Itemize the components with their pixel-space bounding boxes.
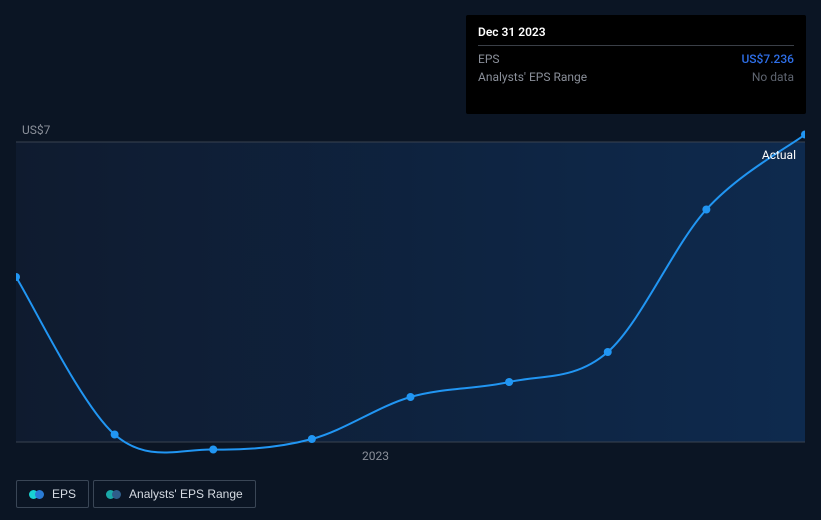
legend-toggle-range[interactable]: Analysts' EPS Range [93, 480, 256, 508]
eps-point-marker[interactable] [209, 446, 217, 454]
swatch-dot [112, 490, 121, 499]
eps-point-marker[interactable] [702, 206, 710, 214]
swatch-dot [35, 490, 44, 499]
x-axis-label-2023: 2023 [362, 449, 389, 463]
chart-legend: EPS Analysts' EPS Range [16, 480, 256, 508]
legend-label-range: Analysts' EPS Range [129, 487, 243, 501]
eps-chart-root: Dec 31 2023 EPS US$7.236 Analysts' EPS R… [0, 0, 821, 520]
eps-point-marker[interactable] [407, 393, 415, 401]
chart-svg [16, 14, 805, 455]
chart-area: US$7 US$5 Actual 2023 [16, 14, 805, 455]
eps-point-marker[interactable] [604, 348, 612, 356]
legend-swatch-eps [29, 490, 44, 499]
legend-toggle-eps[interactable]: EPS [16, 480, 89, 508]
actual-label: Actual [762, 148, 796, 162]
eps-point-marker[interactable] [308, 435, 316, 443]
eps-point-marker[interactable] [505, 378, 513, 386]
legend-swatch-range [106, 490, 121, 499]
eps-point-marker[interactable] [111, 431, 119, 439]
legend-label-eps: EPS [52, 487, 76, 501]
